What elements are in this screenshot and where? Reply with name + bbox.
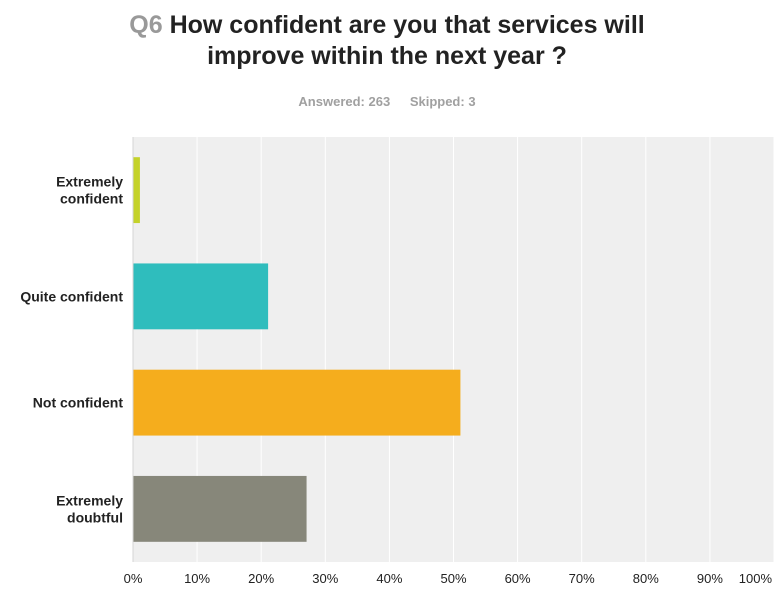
gridlines	[196, 137, 774, 562]
x-tick-label-20: 20%	[248, 571, 274, 586]
bars	[133, 157, 461, 542]
x-tick-label-0: 0%	[124, 571, 143, 586]
x-tick-label-50: 50%	[440, 571, 466, 586]
category-label-4-line-2: doubtful	[67, 509, 123, 525]
x-tick-label-90: 90%	[697, 571, 723, 586]
bar-3	[133, 369, 461, 436]
title-text-line-1: How confident are you that services will	[169, 11, 645, 39]
answered-count: Answered: 263	[298, 94, 391, 109]
x-tick-label-100: 100%	[739, 571, 773, 586]
chart-title: Q6 How confident are you that services w…	[0, 10, 774, 72]
category-label-1: Extremely confident	[56, 174, 123, 207]
title-line-1: Q6 How confident are you that services w…	[0, 10, 774, 41]
category-label-1-line-2: confident	[60, 191, 123, 207]
x-tick-label-60: 60%	[505, 571, 531, 586]
bar-4	[133, 475, 307, 542]
category-label-3-line-1: Not confident	[33, 395, 124, 411]
category-label-4-line-1: Extremely	[56, 492, 123, 508]
category-label-4: Extremely doubtful	[56, 492, 123, 525]
bar-1	[133, 157, 140, 224]
x-tick-label-30: 30%	[312, 571, 338, 586]
x-tick-labels: 0% 10% 20% 30% 40% 50% 60% 70% 80% 90% 100%	[124, 571, 773, 586]
category-label-2: Quite confident	[20, 288, 123, 304]
response-stats: Answered: 263 Skipped: 3	[0, 94, 774, 109]
x-tick-label-10: 10%	[184, 571, 210, 586]
x-tick-label-70: 70%	[569, 571, 595, 586]
category-label-1-line-1: Extremely	[56, 174, 123, 190]
x-tick-label-80: 80%	[633, 571, 659, 586]
title-text-line-2: improve within the next year ?	[207, 42, 567, 70]
question-number: Q6	[129, 11, 163, 39]
category-label-2-line-1: Quite confident	[20, 288, 123, 304]
skipped-count: Skipped: 3	[409, 94, 476, 109]
bar-2	[133, 263, 269, 330]
x-tick-label-40: 40%	[376, 571, 402, 586]
category-label-3: Not confident	[33, 395, 124, 411]
